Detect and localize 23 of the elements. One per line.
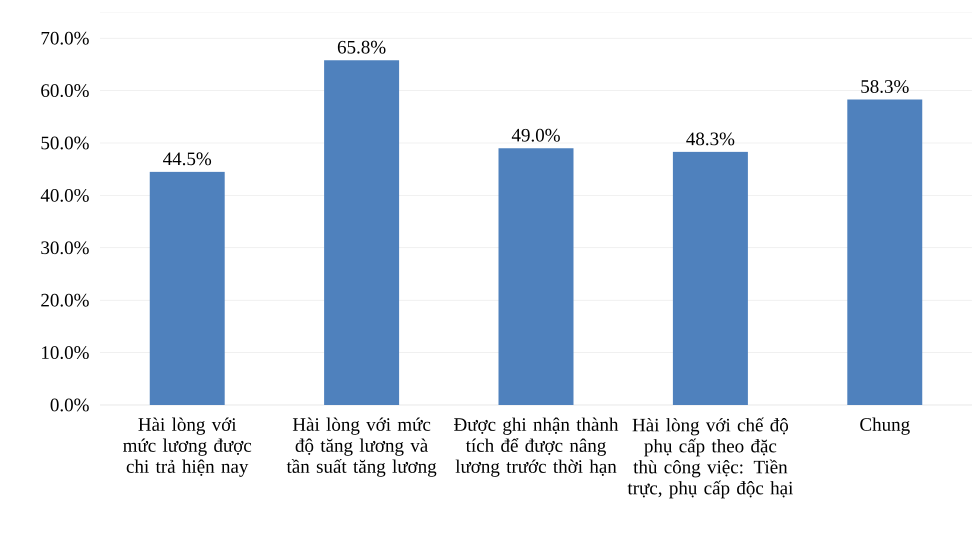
y-tick-label: 60.0% bbox=[41, 84, 89, 98]
data-label: 58.3% bbox=[861, 80, 909, 93]
y-tick-label: 30.0% bbox=[41, 241, 89, 254]
data-label: 49.0% bbox=[512, 128, 560, 142]
data-label: 65.8% bbox=[338, 40, 386, 54]
x-tick-label: Được ghi nhận thành tích để được nâng lương trước thời hạn bbox=[454, 418, 618, 477]
y-tick-label: 0.0% bbox=[50, 398, 89, 412]
bar bbox=[847, 100, 922, 405]
bar bbox=[672, 152, 748, 405]
y-tick-label: 70.0% bbox=[42, 32, 89, 45]
data-label: 48.3% bbox=[686, 132, 734, 146]
bar bbox=[498, 148, 574, 405]
x-tick-label: Chung bbox=[860, 418, 910, 435]
x-tick-label: Hài lòng với chế độ phụ cấp theo đặc thù công việc: Tiền trực, phụ cấp độc hại bbox=[628, 418, 793, 498]
bar bbox=[150, 172, 225, 405]
x-tick-label: Hài lòng với mức độ tăng lương và tần suất tăng lương bbox=[286, 418, 436, 477]
y-tick-label: 10.0% bbox=[42, 346, 89, 360]
data-label: 44.5% bbox=[163, 152, 212, 166]
y-tick-label: 40.0% bbox=[40, 188, 89, 202]
y-tick-label: 50.0% bbox=[41, 136, 89, 150]
x-tick-label: Hài lòng với mức lương được chi trả hiện nay bbox=[123, 418, 252, 477]
bar bbox=[324, 60, 400, 405]
y-tick-label: 20.0% bbox=[41, 294, 89, 307]
